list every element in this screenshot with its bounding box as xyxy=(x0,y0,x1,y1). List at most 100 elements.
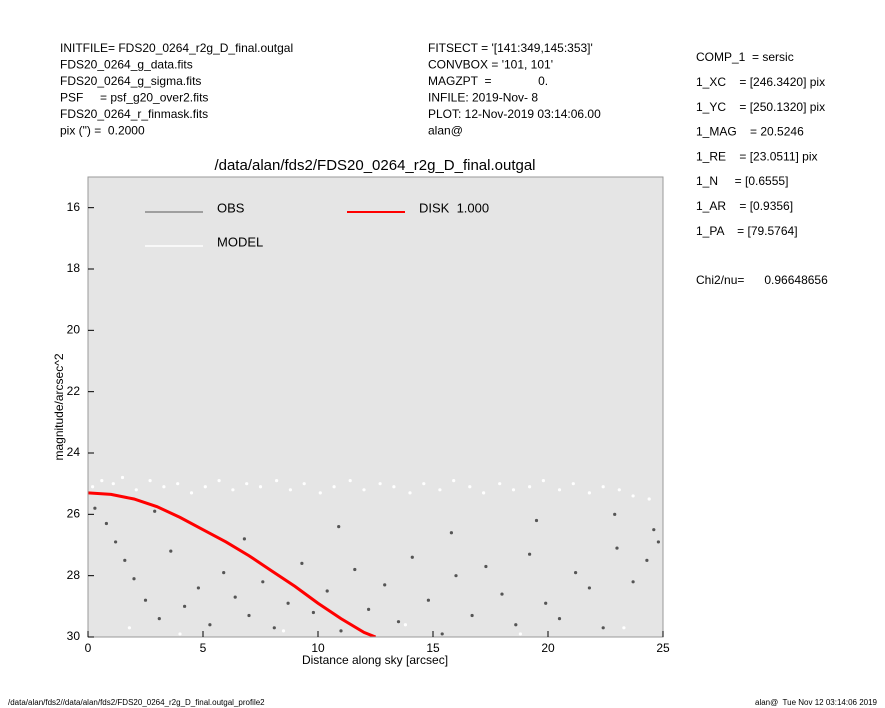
data-point xyxy=(544,601,548,605)
data-point xyxy=(410,555,414,559)
data-point xyxy=(157,617,161,621)
y-axis-label: magnitude/arcsec^2 xyxy=(52,353,66,460)
header-text: COMP_1 = sersic xyxy=(696,50,794,64)
y-tick-label: 22 xyxy=(67,384,81,398)
y-tick-label: 28 xyxy=(67,568,81,582)
legend-label: MODEL xyxy=(217,234,263,249)
fit-stat: Chi2/nu= 0.96648656 xyxy=(696,273,828,287)
data-point xyxy=(148,479,152,483)
data-point xyxy=(339,629,343,633)
x-tick-label: 20 xyxy=(541,641,555,655)
data-point xyxy=(484,564,488,569)
data-point xyxy=(378,482,382,486)
data-point xyxy=(111,482,115,486)
data-point xyxy=(231,488,235,492)
data-point xyxy=(332,485,336,489)
y-tick-label: 20 xyxy=(67,323,81,337)
x-tick-label: 10 xyxy=(311,641,325,655)
data-point xyxy=(261,580,265,584)
header-text: 1_PA = [79.5764] xyxy=(696,224,798,238)
data-point xyxy=(208,623,212,627)
header-text: 1_AR = [0.9356] xyxy=(696,199,793,213)
data-point xyxy=(631,580,635,584)
x-tick-label: 0 xyxy=(85,641,92,655)
data-point xyxy=(222,571,226,575)
header-text: alan@ xyxy=(428,124,463,138)
data-point xyxy=(468,485,472,489)
data-point xyxy=(422,482,426,486)
data-point xyxy=(325,589,329,593)
data-point xyxy=(203,485,207,489)
header-text: FDS20_0264_r_finmask.fits xyxy=(60,107,208,121)
data-point xyxy=(656,540,661,544)
data-point xyxy=(454,574,458,578)
data-point xyxy=(217,479,221,483)
data-point xyxy=(571,482,575,486)
x-tick-label: 15 xyxy=(426,641,440,655)
header-text: 1_MAG = 20.5246 xyxy=(696,125,804,139)
data-point xyxy=(557,488,562,492)
data-point xyxy=(514,623,518,627)
chart-title: /data/alan/fds2/FDS20_0264_r2g_D_final.o… xyxy=(214,157,535,174)
plot-area xyxy=(88,177,663,637)
header-text: FDS20_0264_g_data.fits xyxy=(60,58,193,72)
data-point xyxy=(587,491,592,495)
data-point xyxy=(127,626,131,630)
x-tick-label: 25 xyxy=(656,641,670,655)
data-point xyxy=(482,491,486,495)
header-text: PSF = psf_g20_over2.fits xyxy=(60,91,208,105)
data-point xyxy=(615,546,619,550)
plot-frame xyxy=(87,176,664,638)
data-point xyxy=(362,488,366,492)
header-text: FITSECT = '[141:349,145:353]' xyxy=(428,41,593,55)
data-point xyxy=(367,607,371,612)
data-point xyxy=(426,598,430,602)
data-point xyxy=(449,531,453,535)
data-point xyxy=(396,620,401,624)
data-point xyxy=(518,632,523,636)
data-point xyxy=(153,509,157,513)
data-point xyxy=(176,482,180,486)
data-point xyxy=(272,626,276,630)
data-point xyxy=(196,586,200,590)
x-axis-label: Distance along sky [arcsec] xyxy=(302,653,448,667)
y-tick-label: 16 xyxy=(67,200,81,214)
header-text: 1_XC = [246.3420] pix xyxy=(696,75,825,89)
data-point xyxy=(245,482,249,486)
data-point xyxy=(408,491,412,495)
data-point xyxy=(114,540,118,544)
y-tick-label: 18 xyxy=(67,261,81,275)
profile-line xyxy=(88,491,377,637)
header-text: 1_YC = [250.1320] pix xyxy=(696,100,825,114)
header-text: INFILE: 2019-Nov- 8 xyxy=(428,91,538,105)
data-point xyxy=(500,592,504,596)
data-point xyxy=(143,598,148,602)
data-point xyxy=(93,506,97,510)
data-point xyxy=(286,601,290,605)
data-point xyxy=(104,521,108,526)
data-point xyxy=(587,586,592,590)
data-point xyxy=(452,479,456,483)
data-point xyxy=(438,488,442,492)
data-point xyxy=(189,491,194,495)
header-text: pix (") = 0.2000 xyxy=(60,124,145,138)
data-point xyxy=(601,626,605,630)
header-text: 1_RE = [23.0511] pix xyxy=(696,149,818,163)
header-text: INITFILE= FDS20_0264_r2g_D_final.outgal xyxy=(60,41,293,55)
data-point xyxy=(311,610,315,615)
header-text: 1_N = [0.6555] xyxy=(696,174,788,188)
data-point xyxy=(511,488,516,492)
data-point xyxy=(183,604,187,608)
data-point xyxy=(302,482,306,486)
header-text: CONVBOX = '101, 101' xyxy=(428,58,553,72)
data-point xyxy=(645,558,649,562)
y-tick-label: 24 xyxy=(67,445,81,459)
data-point xyxy=(498,482,502,486)
data-point xyxy=(348,479,352,483)
data-point xyxy=(353,567,357,572)
data-point xyxy=(134,488,138,492)
data-point xyxy=(288,488,292,492)
data-point xyxy=(617,488,621,492)
data-point xyxy=(242,537,246,541)
data-point xyxy=(528,552,532,556)
